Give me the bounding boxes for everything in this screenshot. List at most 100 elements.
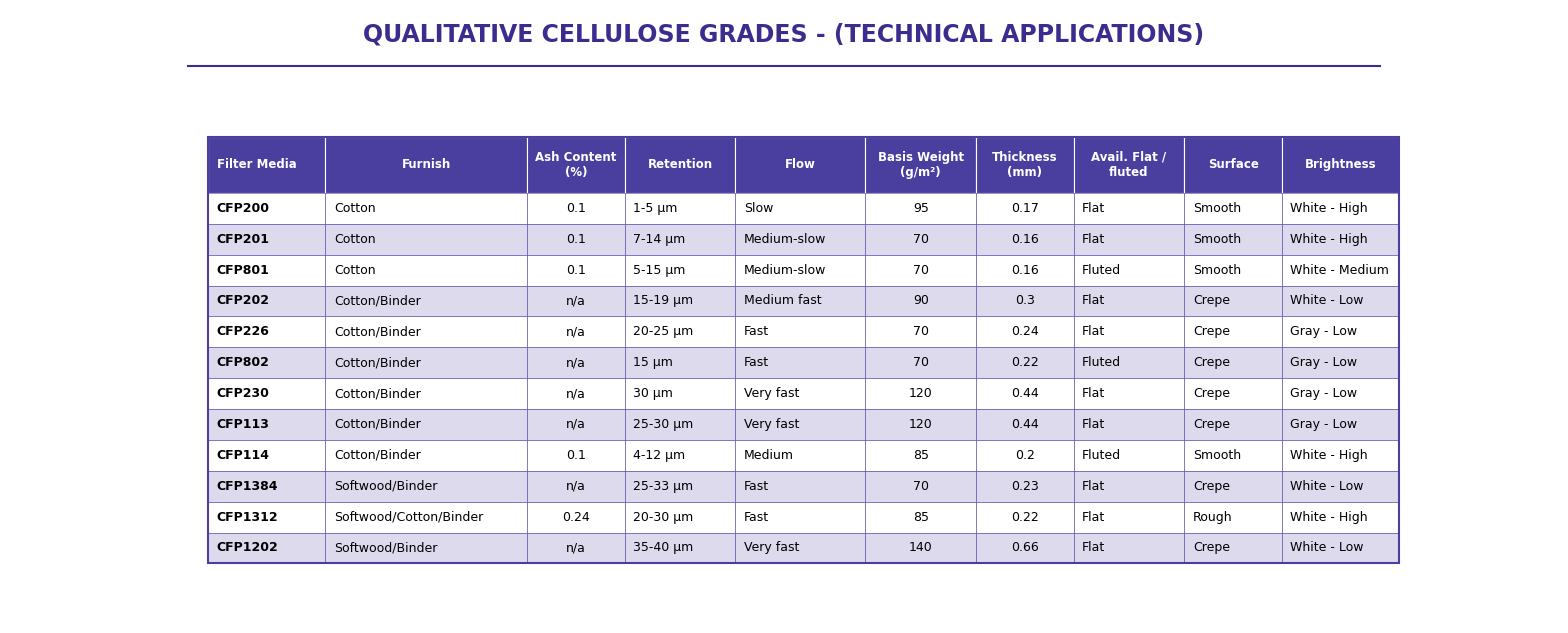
- Text: 120: 120: [909, 387, 933, 400]
- Text: Ash Content
(%): Ash Content (%): [535, 151, 616, 179]
- Text: CFP801: CFP801: [216, 263, 270, 277]
- Text: n/a: n/a: [566, 356, 586, 369]
- Bar: [975, 285, 1074, 316]
- Text: Very fast: Very fast: [743, 541, 800, 555]
- Bar: [735, 378, 866, 409]
- Bar: [624, 285, 735, 316]
- Text: Crepe: Crepe: [1193, 325, 1229, 339]
- Bar: [624, 137, 735, 193]
- Bar: [975, 532, 1074, 563]
- Text: 0.22: 0.22: [1011, 511, 1038, 523]
- Text: Softwood/Cotton/Binder: Softwood/Cotton/Binder: [334, 511, 483, 523]
- Text: Fast: Fast: [743, 356, 768, 369]
- Bar: [527, 316, 624, 348]
- Bar: [866, 532, 975, 563]
- Text: Avail. Flat /
fluted: Avail. Flat / fluted: [1091, 151, 1167, 179]
- Text: n/a: n/a: [566, 480, 586, 492]
- Bar: [1283, 137, 1399, 193]
- Bar: [1283, 471, 1399, 501]
- Bar: [325, 532, 527, 563]
- Text: 0.2: 0.2: [1014, 449, 1035, 462]
- Bar: [866, 471, 975, 501]
- Bar: [209, 409, 325, 440]
- Text: 15-19 μm: 15-19 μm: [633, 294, 693, 308]
- Bar: [624, 409, 735, 440]
- Bar: [735, 348, 866, 378]
- Text: Fluted: Fluted: [1082, 263, 1121, 277]
- Text: Basis Weight
(g/m²): Basis Weight (g/m²): [878, 151, 964, 179]
- Text: Crepe: Crepe: [1193, 541, 1229, 555]
- Bar: [1184, 501, 1283, 532]
- Bar: [624, 532, 735, 563]
- Bar: [735, 254, 866, 285]
- Text: Medium: Medium: [743, 449, 793, 462]
- Bar: [1184, 285, 1283, 316]
- Bar: [624, 224, 735, 254]
- Text: Crepe: Crepe: [1193, 480, 1229, 492]
- Bar: [1184, 316, 1283, 348]
- Bar: [735, 471, 866, 501]
- Bar: [325, 471, 527, 501]
- Text: 1-5 μm: 1-5 μm: [633, 202, 677, 215]
- Text: Flat: Flat: [1082, 202, 1105, 215]
- Bar: [209, 532, 325, 563]
- Bar: [209, 440, 325, 471]
- Bar: [527, 409, 624, 440]
- Bar: [735, 409, 866, 440]
- Text: 85: 85: [913, 449, 928, 462]
- Bar: [1184, 254, 1283, 285]
- Text: 0.24: 0.24: [561, 511, 590, 523]
- Text: 140: 140: [909, 541, 933, 555]
- Text: 5-15 μm: 5-15 μm: [633, 263, 685, 277]
- Bar: [1283, 224, 1399, 254]
- Bar: [1184, 409, 1283, 440]
- Text: Flat: Flat: [1082, 541, 1105, 555]
- Bar: [1283, 285, 1399, 316]
- Text: CFP226: CFP226: [216, 325, 270, 339]
- Bar: [866, 193, 975, 224]
- Text: Gray - Low: Gray - Low: [1290, 356, 1358, 369]
- Text: Cotton/Binder: Cotton/Binder: [334, 356, 420, 369]
- Text: Retention: Retention: [648, 158, 712, 172]
- Text: Flat: Flat: [1082, 511, 1105, 523]
- Text: CFP1384: CFP1384: [216, 480, 278, 492]
- Text: 70: 70: [913, 480, 928, 492]
- Bar: [209, 501, 325, 532]
- Bar: [1283, 440, 1399, 471]
- Text: CFP200: CFP200: [216, 202, 270, 215]
- Bar: [325, 285, 527, 316]
- Text: Surface: Surface: [1207, 158, 1259, 172]
- Text: Flat: Flat: [1082, 480, 1105, 492]
- Bar: [624, 378, 735, 409]
- Bar: [1283, 532, 1399, 563]
- Bar: [1074, 254, 1184, 285]
- Text: QUALITATIVE CELLULOSE GRADES - (TECHNICAL APPLICATIONS): QUALITATIVE CELLULOSE GRADES - (TECHNICA…: [364, 22, 1204, 46]
- Text: Flat: Flat: [1082, 294, 1105, 308]
- Bar: [1283, 501, 1399, 532]
- Text: Cotton/Binder: Cotton/Binder: [334, 325, 420, 339]
- Text: CFP113: CFP113: [216, 418, 270, 431]
- Bar: [975, 224, 1074, 254]
- Bar: [1184, 193, 1283, 224]
- Bar: [1283, 193, 1399, 224]
- Bar: [735, 532, 866, 563]
- Text: Smooth: Smooth: [1193, 233, 1240, 246]
- Text: Slow: Slow: [743, 202, 773, 215]
- Bar: [975, 378, 1074, 409]
- Text: Gray - Low: Gray - Low: [1290, 325, 1358, 339]
- Text: CFP230: CFP230: [216, 387, 270, 400]
- Text: Rough: Rough: [1193, 511, 1232, 523]
- Bar: [735, 137, 866, 193]
- Text: 20-30 μm: 20-30 μm: [633, 511, 693, 523]
- Text: 85: 85: [913, 511, 928, 523]
- Bar: [1283, 316, 1399, 348]
- Text: Smooth: Smooth: [1193, 449, 1240, 462]
- Bar: [624, 316, 735, 348]
- Bar: [975, 471, 1074, 501]
- Bar: [975, 409, 1074, 440]
- Bar: [1074, 440, 1184, 471]
- Text: 30 μm: 30 μm: [633, 387, 673, 400]
- Text: 0.44: 0.44: [1011, 418, 1038, 431]
- Text: Flat: Flat: [1082, 418, 1105, 431]
- Bar: [975, 316, 1074, 348]
